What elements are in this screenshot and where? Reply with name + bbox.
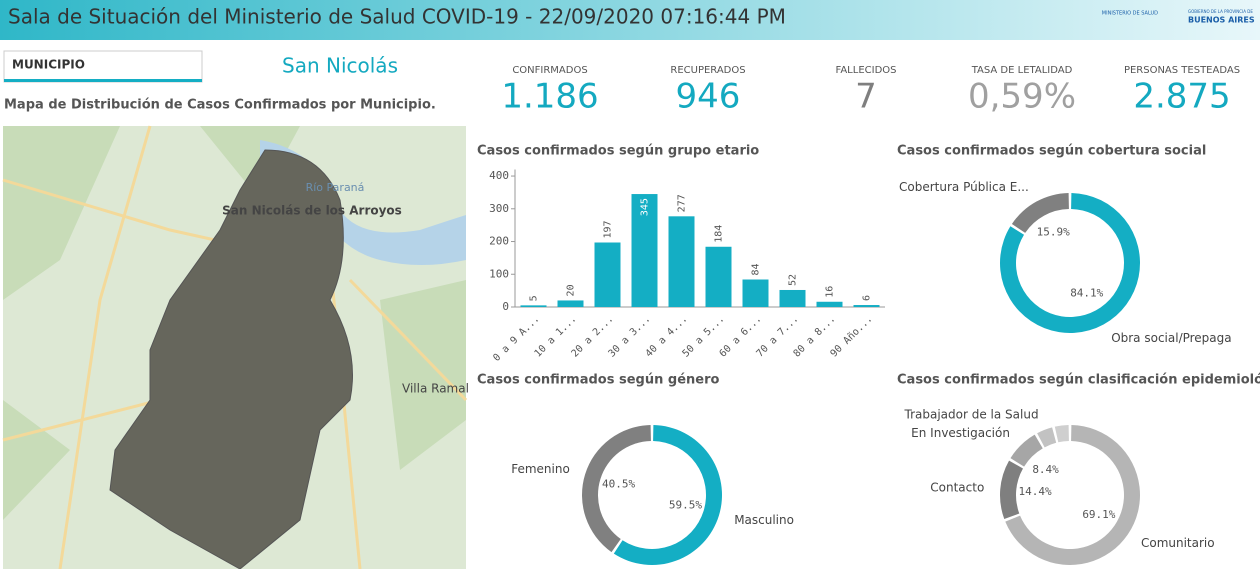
- donut-segment: [581, 425, 651, 553]
- y-tick-label: 400: [489, 169, 509, 182]
- bar: [557, 300, 584, 307]
- kpi-value: 1.186: [501, 77, 598, 117]
- category-label: En Investigación: [911, 426, 1010, 440]
- category-label: Trabajador de la Salud: [904, 407, 1039, 421]
- bar: [520, 305, 547, 307]
- donut-segment: [1054, 425, 1069, 443]
- y-tick-label: 200: [489, 235, 509, 248]
- bar: [631, 194, 658, 307]
- logo-text: BUENOS AIRES: [1188, 16, 1255, 25]
- logo-text: GOBIERNO DE LA PROVINCIA DE: [1188, 9, 1253, 14]
- kpi-label: CONFIRMADOS: [512, 65, 587, 76]
- value-label: 197: [603, 220, 614, 238]
- map: [2, 125, 468, 569]
- map-title: Mapa de Distribución de Casos Confirmado…: [4, 98, 436, 113]
- bar: [668, 216, 695, 307]
- y-tick-label: 300: [489, 202, 509, 215]
- value-label: 15.9%: [1037, 225, 1070, 238]
- bar: [853, 305, 880, 307]
- header-bar: [0, 0, 1260, 40]
- map-label: San Nicolás de los Arroyos: [222, 204, 402, 218]
- value-label: 16: [825, 286, 836, 298]
- bar: [816, 301, 843, 307]
- value-label: 84.1%: [1070, 287, 1103, 300]
- bar: [742, 279, 769, 307]
- y-tick-label: 0: [502, 300, 509, 313]
- value-label: 69.1%: [1082, 508, 1115, 521]
- map-label: Río Paraná: [306, 181, 365, 194]
- value-label: 84: [751, 263, 762, 275]
- kpi-label: RECUPERADOS: [670, 65, 745, 76]
- category-label: Comunitario: [1141, 536, 1215, 550]
- kpi-value: 0,59%: [968, 77, 1076, 117]
- chart-title: Casos confirmados según cobertura social: [897, 144, 1206, 159]
- donut-segment: [1037, 427, 1057, 448]
- kpi-value: 2.875: [1133, 77, 1230, 117]
- value-label: 40.5%: [602, 478, 635, 491]
- logo-text: MINISTERIO DE SALUD: [1102, 11, 1158, 17]
- chart-title: Casos confirmados según clasificación ep…: [897, 373, 1260, 388]
- kpi-label: PERSONAS TESTEADAS: [1124, 65, 1240, 76]
- kpi-value: 946: [676, 77, 741, 117]
- bar: [705, 246, 732, 307]
- filter-label: MUNICIPIO: [12, 58, 85, 72]
- category-label: Cobertura Pública E...: [899, 180, 1029, 194]
- category-label: Obra social/Prepaga: [1111, 331, 1231, 345]
- chart-title: Casos confirmados según grupo etario: [477, 144, 759, 159]
- category-label: Femenino: [511, 462, 570, 476]
- kpi-label: FALLECIDOS: [836, 65, 897, 76]
- donut-segment: [1010, 434, 1043, 467]
- value-label: 277: [677, 194, 688, 212]
- donut-segment: [613, 425, 723, 565]
- value-label: 345: [640, 198, 651, 216]
- value-label: 20: [566, 284, 577, 296]
- header-title: Sala de Situación del Ministerio de Salu…: [8, 5, 786, 29]
- value-label: 184: [714, 225, 725, 243]
- donut-segment: [1011, 193, 1069, 233]
- bar: [594, 242, 621, 307]
- y-tick-label: 100: [489, 267, 509, 280]
- map-label: Villa Ramal: [402, 382, 469, 396]
- value-label: 6: [862, 295, 873, 301]
- bar: [779, 289, 806, 307]
- category-label: Masculino: [734, 513, 794, 527]
- category-label: Contacto: [930, 480, 984, 494]
- kpi-value: 7: [855, 77, 877, 117]
- chart-title: Casos confirmados según género: [477, 373, 720, 388]
- value-label: 59.5%: [669, 498, 702, 511]
- value-label: 14.4%: [1019, 485, 1052, 498]
- filter-bar: [4, 79, 202, 82]
- value-label: 52: [788, 274, 799, 286]
- donut-segment: [999, 460, 1023, 520]
- value-label: 5: [529, 295, 540, 301]
- value-label: 8.4%: [1032, 463, 1059, 476]
- x-tick-label: 0 a 9 A...: [491, 313, 541, 363]
- kpi-label: TASA DE LETALIDAD: [971, 65, 1073, 76]
- filter-value: San Nicolás: [282, 54, 398, 78]
- filter-box[interactable]: [3, 50, 203, 83]
